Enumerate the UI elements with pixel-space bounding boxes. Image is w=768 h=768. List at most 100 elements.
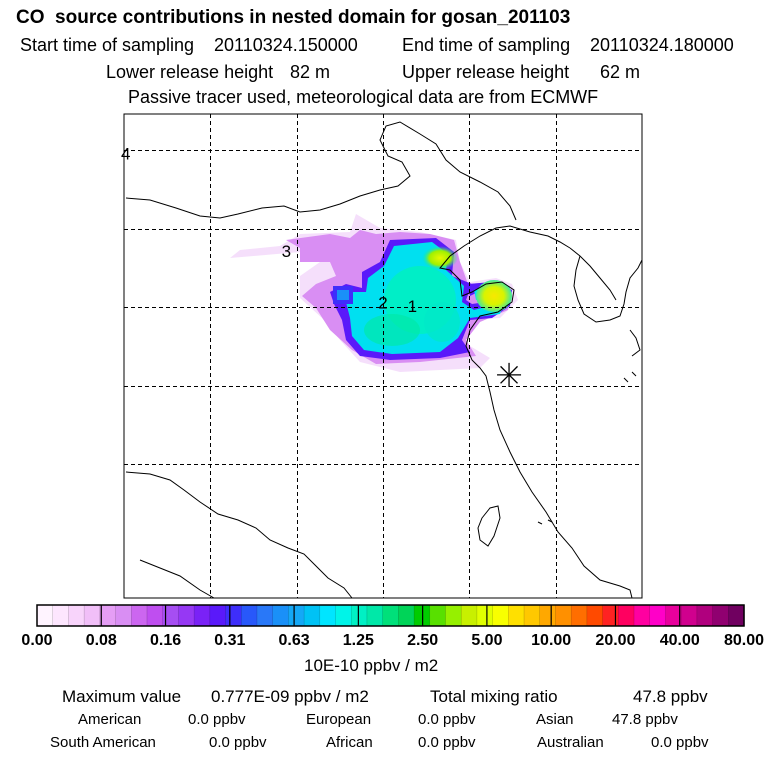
max-value-label: Maximum value [62,687,182,706]
color-scale-segment [712,605,729,626]
color-scale-tick-label: 5.00 [471,632,502,649]
color-scale-segment [304,605,321,626]
source-markers: 1 2 3 4 [121,144,417,315]
region-name: Asian [536,711,574,728]
taiwan-island [477,505,501,547]
border-southern [139,559,215,599]
color-scale-segment [634,605,651,626]
source-marker-label: 4 [121,144,130,163]
scale-units: 10E-10 ppbv / m2 [304,656,439,675]
region-value: 0.0 ppbv [418,711,476,728]
region-value: 0.0 ppbv [651,734,709,751]
color-scale-frame [36,604,745,627]
color-scale-segment [602,605,619,626]
region-name: South American [50,734,156,751]
plume-hotspot-bohai [422,246,458,270]
color-scale-segment [84,605,101,626]
total-mixing-value: 47.8 ppbv [633,687,708,706]
end-time-value: 20110324.180000 [590,35,734,55]
grid-lines [124,114,642,598]
coastline-china [439,225,633,599]
plume-teal-patch [424,302,460,342]
region-name: European [306,711,372,728]
color-scale-segment [366,605,384,626]
color-scale-segment [131,605,148,626]
color-scale-segment [429,605,447,626]
color-scale-segment [665,605,682,626]
border-western [125,471,353,599]
chart-title: CO source contributions in nested domain… [16,7,571,28]
color-scale-segment [99,605,117,626]
color-scale-tick-label: 20.00 [595,632,635,649]
color-scale [37,605,745,626]
start-time-label: Start time of sampling [20,35,195,55]
upper-release-label: Upper release height [402,62,570,82]
color-scale-ticks: 0.00 0.08 0.16 0.31 0.63 1.25 2.50 5.00 10.00 20.… [21,605,764,649]
color-scale-segment [319,605,337,626]
end-time-label: End time of sampling [402,35,571,55]
color-scale-tick-label: 0.63 [279,632,310,649]
color-scale-segment [351,605,368,626]
color-scale-segment [241,605,258,626]
color-scale-segment [272,605,289,626]
plume-hotspot-shandong [476,280,512,312]
region-name: American [78,711,142,728]
color-scale-segment [586,605,604,626]
region-name: Australian [537,734,604,751]
color-scale-tick-label: 0.31 [214,632,245,649]
color-scale-segment [492,605,509,626]
color-scale-segment [461,605,478,626]
color-scale-tick-label: 0.16 [150,632,181,649]
border-northern [125,121,517,221]
plot-frame [123,113,643,599]
color-scale-tick-label: 0.08 [86,632,117,649]
color-scale-segment [476,605,494,626]
color-scale-tick-label: 10.00 [531,632,571,649]
region-value: 0.0 ppbv [188,711,246,728]
upper-release-value: 62 m [600,62,641,82]
color-scale-segment [508,605,525,626]
color-scale-segment [696,605,714,626]
region-value: 47.8 ppbv [612,711,678,728]
color-scale-segment [225,605,242,626]
region-name: African [326,734,373,751]
color-scale-segment [618,605,635,626]
color-scale-segment [162,605,179,626]
total-mixing-label: Total mixing ratio [430,687,558,706]
lower-release-value: 82 m [290,62,331,82]
source-marker-label: 1 [408,297,417,316]
color-scale-segment [37,605,54,626]
color-scale-segment [728,605,745,626]
color-scale-segment [256,605,274,626]
color-scale-segment [649,605,667,626]
color-scale-tick-label: 1.25 [343,632,374,649]
receptor-star-stroke [500,365,518,384]
map-outlines [125,121,643,599]
plume-field [230,214,518,372]
color-scale-tick-label: 40.00 [660,632,700,649]
color-scale-segment [445,605,462,626]
max-value: 0.777E-09 ppbv / m2 [211,687,369,706]
color-scale-segment [68,605,85,626]
data-source-note: Passive tracer used, meteorological data… [128,87,599,107]
source-marker-label: 3 [282,242,291,261]
color-scale-segment [288,605,305,626]
source-marker-label: 2 [378,294,387,313]
border-korea [569,247,617,301]
japan-kyushu [629,329,641,357]
color-scale-tick-label: 80.00 [724,632,764,649]
color-scale-segment [178,605,195,626]
color-scale-segment [555,605,572,626]
color-scale-segment [115,605,132,626]
plume-teal-patch [364,314,420,346]
color-scale-segment [209,605,227,626]
receptor-star-icon [497,362,522,387]
small-islands [537,371,637,525]
color-scale-segment [335,605,352,626]
color-scale-segment [382,605,399,626]
color-scale-segment [146,605,164,626]
color-scale-tick-label: 0.00 [21,632,52,649]
color-scale-tick-label: 2.50 [407,632,438,649]
color-scale-segment [52,605,70,626]
